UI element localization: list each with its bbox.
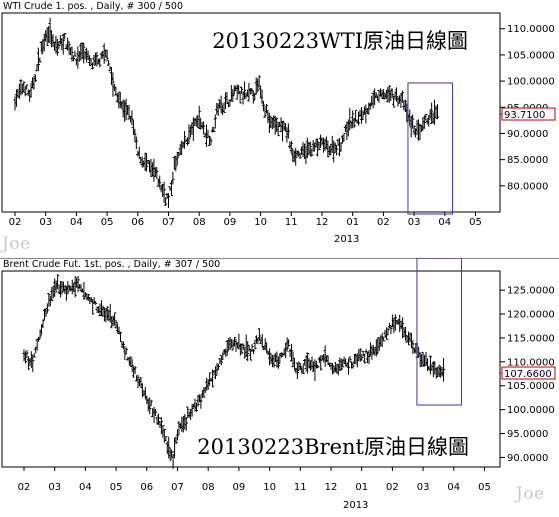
wti-x-tick-label: 09 bbox=[224, 217, 237, 228]
wti-x-tick-label: 02 bbox=[377, 217, 390, 228]
wti-x-tick-label: 07 bbox=[162, 217, 175, 228]
wti-x-tick-label: 12 bbox=[316, 217, 329, 228]
brent-x-tick-label: 04 bbox=[447, 482, 460, 493]
wti-year-label: 2013 bbox=[334, 234, 359, 245]
brent-x-tick-label: 10 bbox=[263, 482, 276, 493]
brent-highlight-box bbox=[416, 258, 462, 406]
wti-plot-frame bbox=[1, 12, 501, 213]
brent-x-tick-label: 07 bbox=[171, 482, 184, 493]
brent-x-tick-label: 02 bbox=[18, 482, 31, 493]
wti-y-tick-label: 80.0000 bbox=[507, 181, 548, 192]
brent-watermark: Joe bbox=[516, 484, 545, 504]
brent-x-tick-label: 02 bbox=[386, 482, 399, 493]
wti-watermark: Joe bbox=[2, 234, 31, 254]
wti-x-tick-label: 05 bbox=[101, 217, 114, 228]
wti-x-tick-label: 01 bbox=[346, 217, 359, 228]
brent-plot-frame bbox=[1, 270, 501, 468]
brent-last-price-box bbox=[501, 366, 556, 380]
wti-x-tick-label: 03 bbox=[408, 217, 421, 228]
brent-price-bars bbox=[22, 274, 446, 469]
wti-y-tick-label: 100.0000 bbox=[507, 77, 555, 88]
brent-x-tick-label: 05 bbox=[110, 482, 123, 493]
wti-x-tick-label: 05 bbox=[469, 217, 482, 228]
brent-chart-title: 20130223Brent原油日線圖 bbox=[197, 435, 469, 459]
brent-year-label: 2013 bbox=[343, 500, 368, 511]
brent-y-tick-label: 125.0000 bbox=[507, 286, 555, 297]
brent-x-tick-label: 12 bbox=[325, 482, 338, 493]
brent-x-tick-label: 08 bbox=[202, 482, 215, 493]
wti-x-tick-label: 11 bbox=[285, 217, 298, 228]
brent-y-tick-label: 100.0000 bbox=[507, 405, 555, 416]
brent-x-tick-label: 01 bbox=[355, 482, 368, 493]
brent-y-tick-label: 110.0000 bbox=[507, 357, 555, 368]
wti-x-tick-label: 02 bbox=[9, 217, 22, 228]
wti-chart-panel: WTI Crude 1. pos. , Daily, # 300 / 500 1… bbox=[0, 0, 559, 258]
wti-x-tick-label: 06 bbox=[131, 217, 144, 228]
wti-y-tick-label: 90.0000 bbox=[507, 129, 548, 140]
wti-chart-title: 20130223WTI原油日線圖 bbox=[212, 29, 468, 53]
wti-chart-header: WTI Crude 1. pos. , Daily, # 300 / 500 bbox=[3, 1, 183, 12]
wti-x-tick-label: 04 bbox=[438, 217, 451, 228]
brent-chart-header: Brent Crude Fut. 1st. pos. , Daily, # 30… bbox=[3, 259, 221, 270]
wti-x-tick-label: 04 bbox=[70, 217, 83, 228]
wti-price-bars bbox=[13, 17, 440, 208]
wti-x-tick-label: 08 bbox=[193, 217, 206, 228]
wti-x-tick-label: 10 bbox=[254, 217, 267, 228]
brent-chart-panel: Brent Crude Fut. 1st. pos. , Daily, # 30… bbox=[0, 258, 559, 517]
brent-y-tick-label: 120.0000 bbox=[507, 310, 555, 321]
brent-last-price-label: 107.6600 bbox=[504, 369, 552, 380]
wti-y-tick-label: 105.0000 bbox=[507, 50, 555, 61]
wti-chart-svg: 110.0000105.0000100.000095.000090.000085… bbox=[1, 12, 556, 245]
wti-last-price-label: 93.7100 bbox=[504, 110, 545, 121]
brent-y-tick-label: 105.0000 bbox=[507, 381, 555, 392]
brent-x-tick-label: 03 bbox=[48, 482, 61, 493]
brent-x-tick-label: 06 bbox=[140, 482, 153, 493]
brent-x-tick-label: 04 bbox=[79, 482, 92, 493]
brent-chart-svg: 125.0000 120.0000 115.0000 110.0000 105.0000… bbox=[1, 258, 556, 511]
wti-highlight-box bbox=[407, 82, 453, 215]
brent-x-tick-label: 11 bbox=[294, 482, 307, 493]
wti-last-price-box bbox=[501, 107, 556, 121]
wti-x-tick-label: 03 bbox=[39, 217, 52, 228]
wti-y-tick-label: 110.0000 bbox=[507, 24, 555, 35]
brent-y-tick-label: 95.0000 bbox=[507, 429, 548, 440]
brent-y-tick-label: 115.0000 bbox=[507, 333, 555, 344]
wti-y-tick-label: 85.0000 bbox=[507, 155, 548, 166]
panel-divider bbox=[0, 258, 559, 259]
brent-x-tick-label: 05 bbox=[478, 482, 491, 493]
brent-x-tick-label: 03 bbox=[417, 482, 430, 493]
brent-x-tick-label: 09 bbox=[233, 482, 246, 493]
brent-y-tick-label: 90.0000 bbox=[507, 453, 548, 464]
